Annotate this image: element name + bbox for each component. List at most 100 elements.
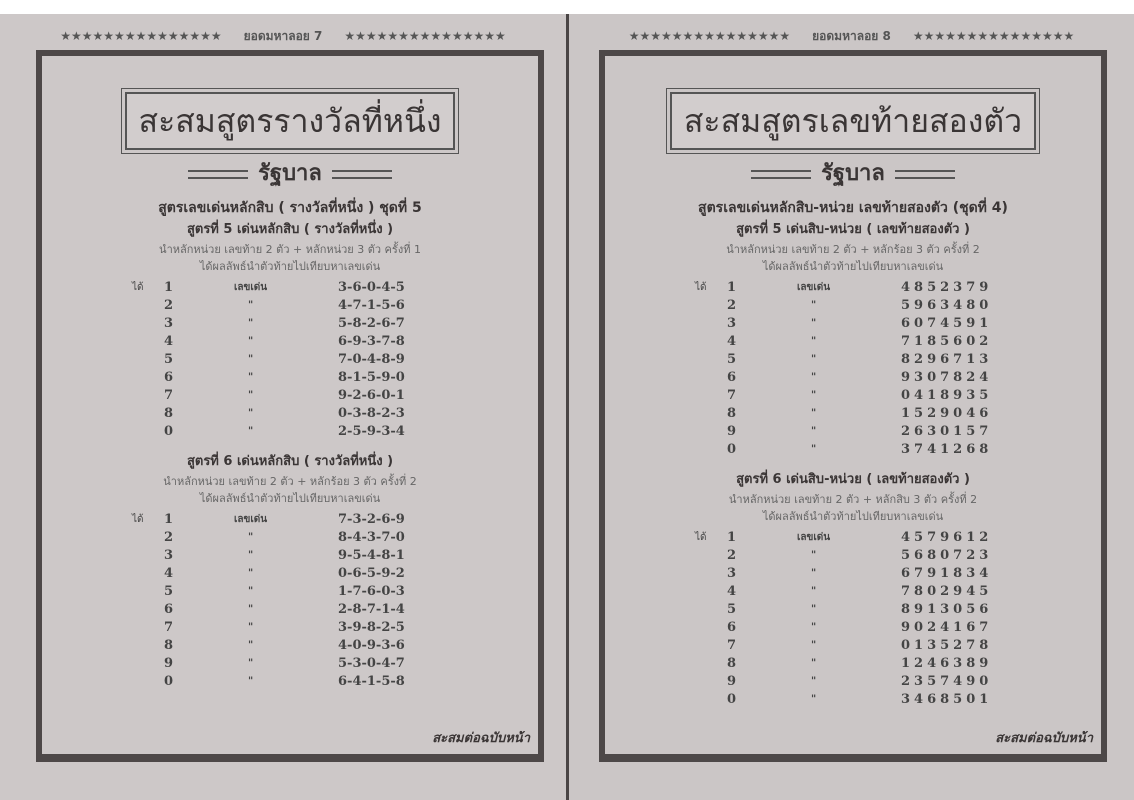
formula-title: สูตรที่ 6 เด่นสิบ-หน่วย ( เลขท้ายสองตัว … [736, 472, 970, 487]
table-row: 7 " 3-9-8-2-5 [132, 619, 448, 637]
got-label [695, 547, 723, 565]
got-label [132, 655, 160, 673]
table-row: 3 " 6791834 [695, 565, 1011, 583]
row-index: 1 [164, 280, 174, 295]
got-label [132, 583, 160, 601]
lead-numbers: 6-9-3-7-8 [338, 334, 405, 349]
table-row: 4 " 0-6-5-9-2 [132, 565, 448, 583]
table-row: 9 " 2630157 [695, 423, 1011, 441]
row-index: 5 [727, 352, 737, 367]
lead-label: เลขเด่น [234, 514, 268, 525]
got-label [132, 297, 160, 315]
got-label [695, 691, 723, 709]
row-index: 6 [727, 620, 737, 635]
page-header-title: ยอดมหาลอย 8 [812, 29, 891, 43]
frame-content: สะสมสูตรเลขท้ายสองตัว รัฐบาล สูตรเลขเด่น… [605, 56, 1101, 709]
lead-label: " [248, 408, 254, 419]
row-index: 8 [727, 656, 737, 671]
lead-label: " [811, 640, 817, 651]
lead-numbers: 2-8-7-1-4 [338, 602, 405, 617]
lead-label: " [811, 604, 817, 615]
got-label [132, 351, 160, 369]
result-table: ได้ 1 เลขเด่น 7-3-2-6-9 2 " 8-4-3-7-0 3 … [132, 511, 448, 691]
row-index: 8 [164, 638, 174, 653]
lead-label: " [811, 300, 817, 311]
lead-numbers: 1-7-6-0-3 [338, 584, 405, 599]
lead-numbers: 9307824 [901, 370, 993, 385]
row-index: 2 [727, 298, 737, 313]
lead-numbers: 2-5-9-3-4 [338, 424, 405, 439]
got-label: ได้ [132, 282, 144, 293]
row-index: 7 [727, 638, 737, 653]
got-label [132, 547, 160, 565]
lead-numbers: 7-3-2-6-9 [338, 512, 405, 527]
lead-numbers: 6074591 [901, 316, 993, 331]
stars-decoration: ★★★★★★★★★★★★★★★ [628, 29, 791, 43]
lead-numbers: 8913056 [901, 602, 993, 617]
lead-label: " [811, 372, 817, 383]
formula-note: นำหลักหน่วย เลขท้าย 2 ตัว + หลักสิบ 3 ตั… [728, 493, 978, 506]
table-row: 4 " 7802945 [695, 583, 1011, 601]
row-index: 2 [164, 298, 174, 313]
got-label [132, 673, 160, 691]
formula-section: สูตรเลขเด่นหลักสิบ ( รางวัลที่หนึ่ง ) ชุ… [42, 198, 538, 441]
row-index: 9 [164, 656, 174, 671]
table-row: 9 " 2357490 [695, 673, 1011, 691]
table-row: 0 " 3468501 [695, 691, 1011, 709]
lead-numbers: 7802945 [901, 584, 993, 599]
got-label [132, 601, 160, 619]
row-index: 7 [164, 620, 174, 635]
row-index: 3 [727, 566, 737, 581]
got-label [695, 369, 723, 387]
row-index: 4 [727, 584, 737, 599]
lead-numbers: 0135278 [901, 638, 993, 653]
lead-label: " [248, 658, 254, 669]
lead-label: " [811, 586, 817, 597]
right-page: ★★★★★★★★★★★★★★★ ยอดมหาลอย 8 ★★★★★★★★★★★★★★… [569, 14, 1134, 800]
lead-numbers: 8-1-5-9-0 [338, 370, 405, 385]
formula-section: สูตรเลขเด่นหลักสิบ-หน่วย เลขท้ายสองตัว (… [605, 198, 1101, 459]
page-header: ★★★★★★★★★★★★★★★ ยอดมหาลอย 7 ★★★★★★★★★★★★★★… [0, 28, 566, 44]
got-label [132, 333, 160, 351]
page-gutter [566, 14, 569, 800]
row-index: 0 [164, 674, 174, 689]
table-row: 8 " 1246389 [695, 655, 1011, 673]
lead-numbers: 4-0-9-3-6 [338, 638, 405, 653]
row-index: 8 [727, 406, 737, 421]
result-table: ได้ 1 เลขเด่น 4852379 2 " 5963480 3 " 60… [695, 279, 1011, 459]
got-label [695, 655, 723, 673]
section-heading: สูตรเลขเด่นหลักสิบ-หน่วย เลขท้ายสองตัว (… [698, 200, 1008, 216]
table-row: 7 " 9-2-6-0-1 [132, 387, 448, 405]
lead-label: เลขเด่น [797, 282, 831, 293]
section-heading: สูตรเลขเด่นหลักสิบ ( รางวัลที่หนึ่ง ) ชุ… [158, 200, 422, 216]
formula-title: สูตรที่ 5 เด่นหลักสิบ ( รางวัลที่หนึ่ง ) [186, 222, 394, 237]
lead-label: " [811, 336, 817, 347]
formula-note: ได้ผลลัพธ์นำตัวท้ายไปเทียบหาเลขเด่น [199, 492, 381, 505]
lead-label: " [248, 640, 254, 651]
row-index: 9 [727, 424, 737, 439]
lead-numbers: 5-8-2-6-7 [338, 316, 405, 331]
table-row: ได้ 1 เลขเด่น 4852379 [695, 279, 1011, 297]
table-row: 9 " 5-3-0-4-7 [132, 655, 448, 673]
stars-decoration: ★★★★★★★★★★★★★★★ [912, 29, 1075, 43]
table-row: 0 " 6-4-1-5-8 [132, 673, 448, 691]
lead-numbers: 5-3-0-4-7 [338, 656, 405, 671]
lead-label: " [811, 444, 817, 455]
formula-section: สูตรที่ 6 เด่นสิบ-หน่วย ( เลขท้ายสองตัว … [605, 471, 1101, 709]
lead-label: " [811, 568, 817, 579]
lead-label: " [811, 694, 817, 705]
content-frame: สะสมสูตรเลขท้ายสองตัว รัฐบาล สูตรเลขเด่น… [599, 50, 1107, 762]
formula-note: ได้ผลลัพธ์นำตัวท้ายไปเทียบหาเลขเด่น [762, 260, 944, 273]
lead-label: " [811, 676, 817, 687]
row-index: 4 [727, 334, 737, 349]
lead-numbers: 0418935 [901, 388, 993, 403]
formula-note: นำหลักหน่วย เลขท้าย 2 ตัว + หลักหน่วย 3 … [159, 243, 421, 256]
got-label [132, 529, 160, 547]
lead-numbers: 0-3-8-2-3 [338, 406, 405, 421]
table-row: 2 " 5680723 [695, 547, 1011, 565]
table-row: 3 " 5-8-2-6-7 [132, 315, 448, 333]
formula-note: นำหลักหน่วย เลขท้าย 2 ตัว + หลักร้อย 3 ต… [726, 243, 980, 256]
table-row: 6 " 9307824 [695, 369, 1011, 387]
got-label [695, 583, 723, 601]
got-label [132, 565, 160, 583]
